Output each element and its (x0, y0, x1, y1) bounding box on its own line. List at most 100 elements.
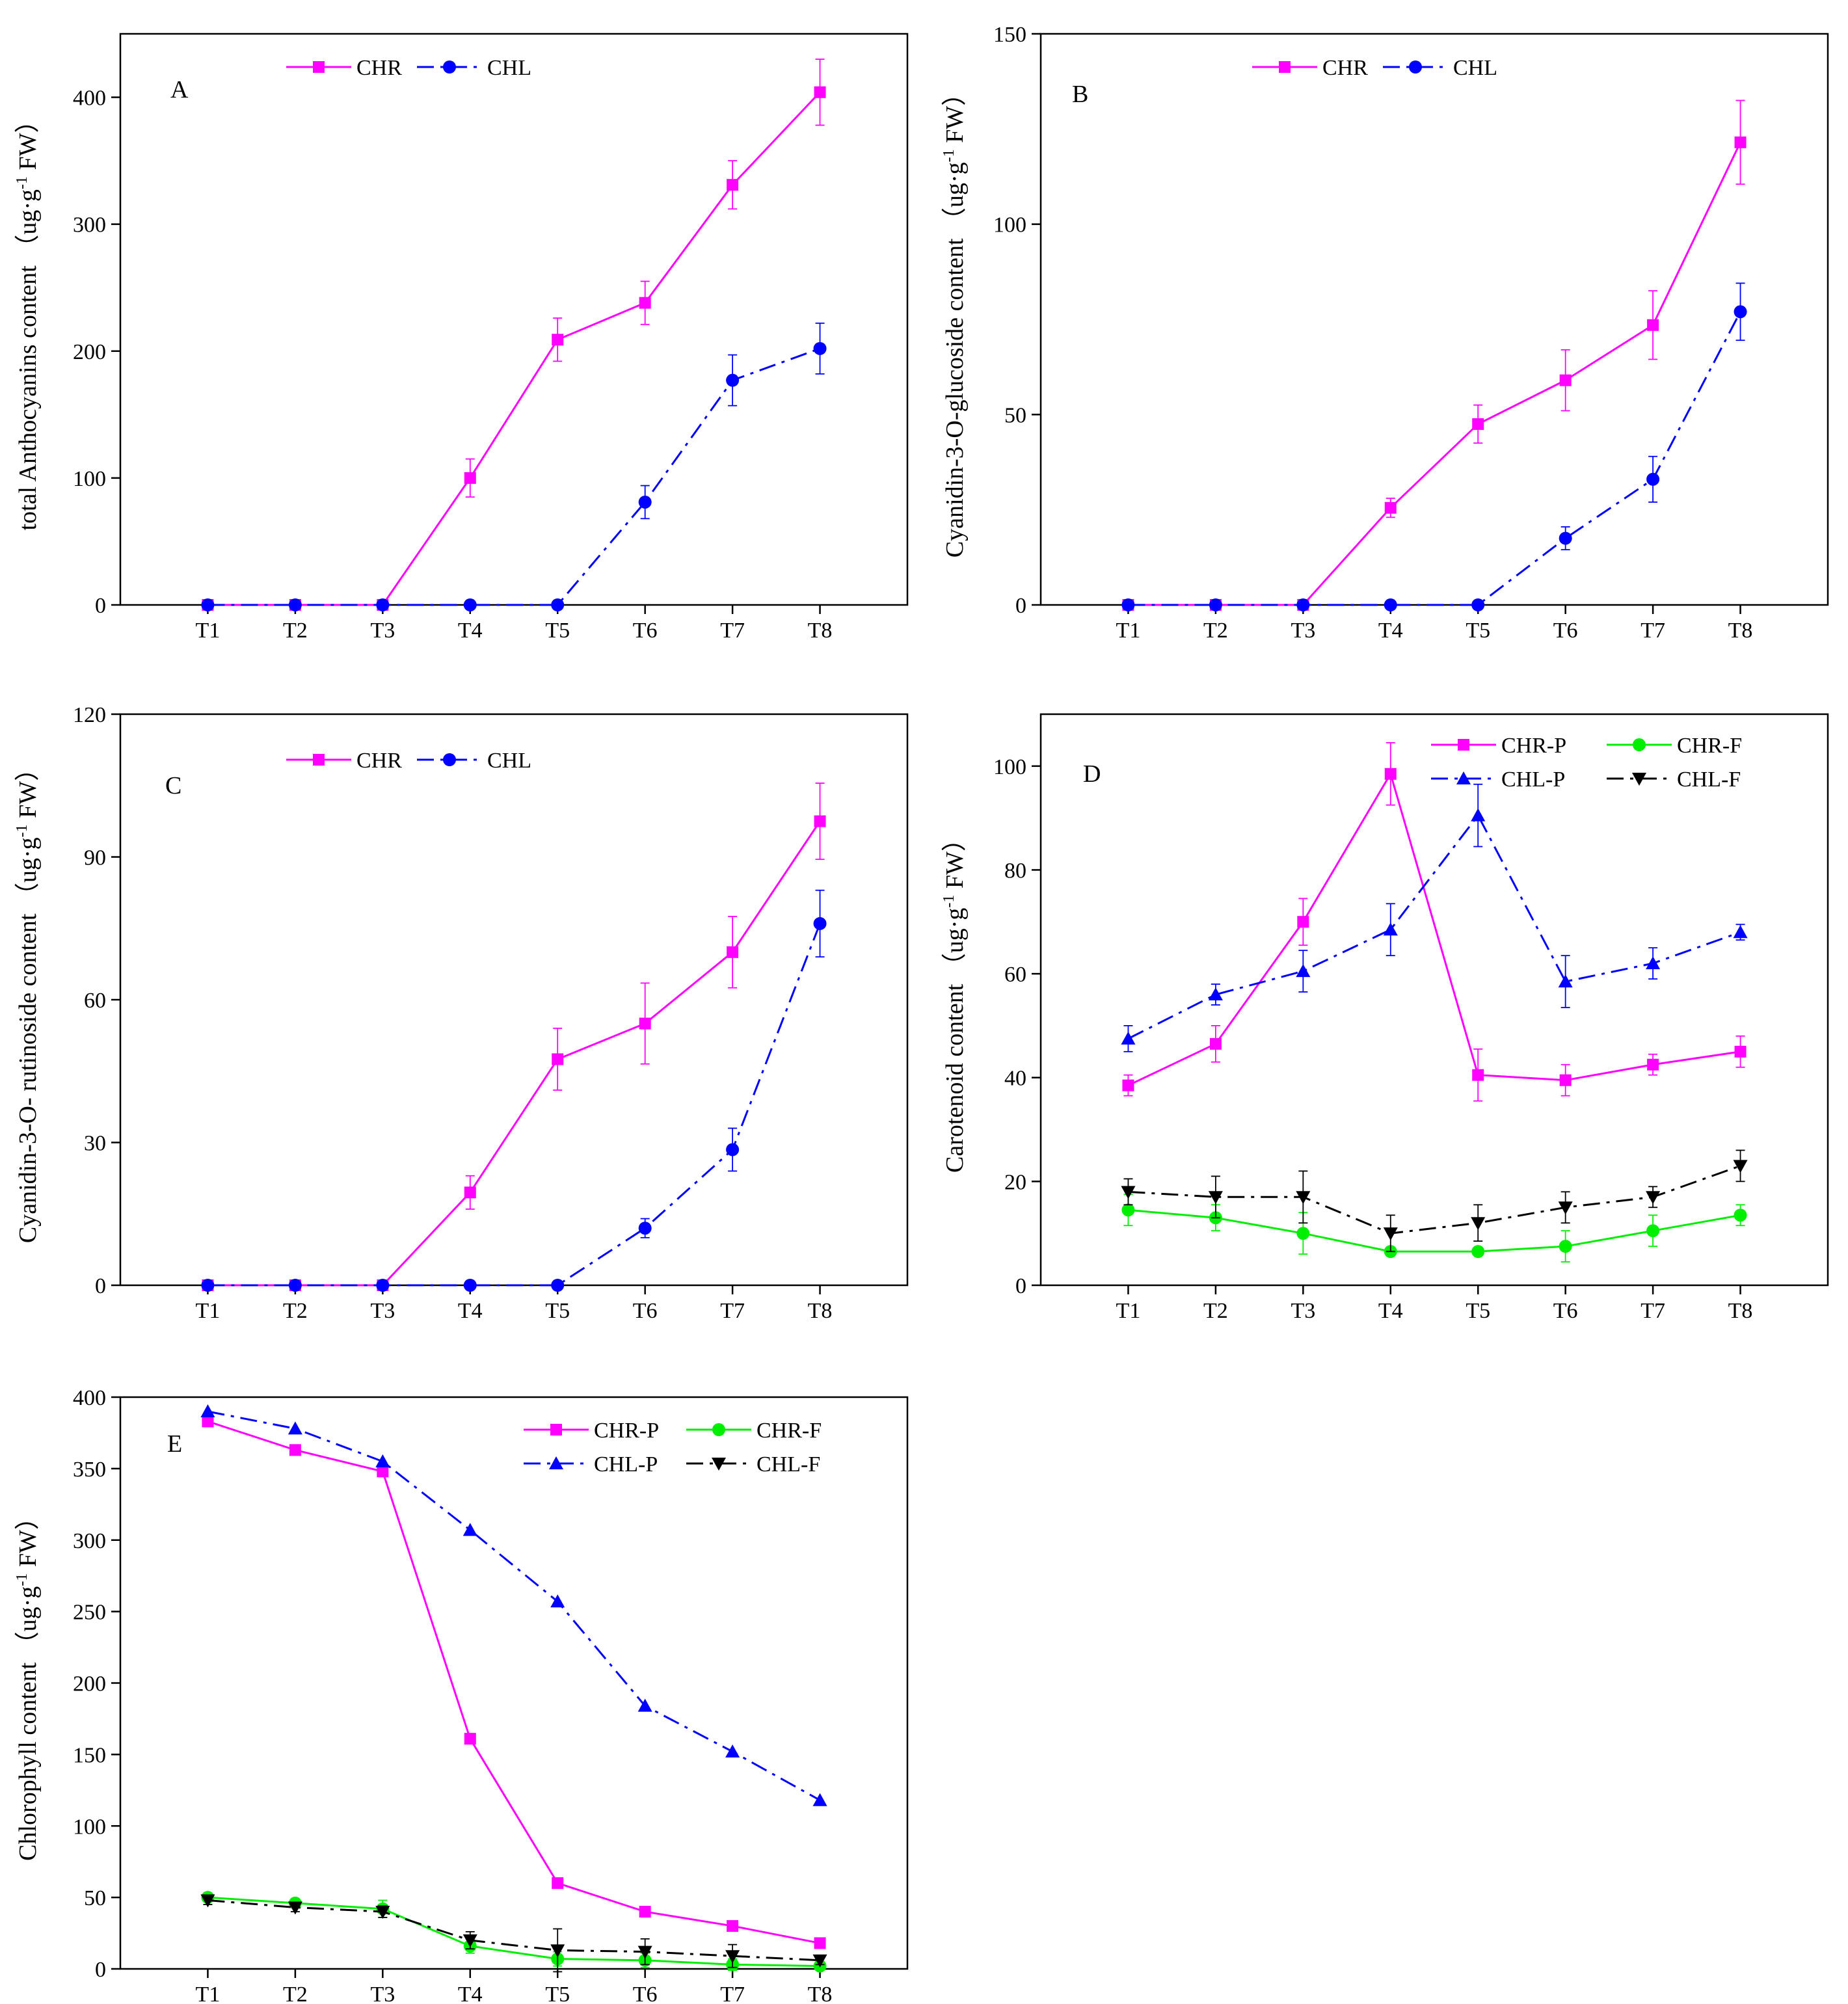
x-tick-label: T8 (808, 1983, 833, 2004)
legend-label: CHL (487, 56, 531, 80)
data-point (463, 1279, 477, 1292)
series-chr (202, 782, 826, 1291)
x-tick-label: T8 (808, 619, 833, 643)
x-tick-label: T4 (458, 619, 483, 643)
data-point (1296, 598, 1310, 611)
data-point (639, 1017, 651, 1030)
data-point (1646, 1191, 1661, 1205)
x-tick-label: T2 (283, 1299, 308, 1323)
data-point (1208, 987, 1223, 1001)
panel-c: 0 30 60 90 120 T1 T2 T3 T4 T5 T6 T7 T8 Cyanidin-3-O- … (14, 703, 909, 1323)
legend-label: CHR-P (1501, 734, 1566, 758)
data-point (551, 598, 565, 611)
data-point (1121, 1186, 1136, 1199)
legend-marker (712, 1423, 725, 1436)
x-tick-label: T8 (1728, 1299, 1753, 1323)
y-tick-label: 200 (73, 1672, 106, 1696)
y-tick-label: 20 (1004, 1170, 1026, 1194)
x-tick-label: T1 (196, 619, 221, 643)
data-point (1209, 1037, 1222, 1050)
data-point (376, 1279, 390, 1292)
data-point (1559, 1074, 1572, 1086)
data-point (1208, 1191, 1223, 1205)
legend-marker (549, 1456, 563, 1469)
data-point (1559, 374, 1572, 386)
data-point (1559, 1240, 1572, 1253)
data-point (813, 916, 827, 930)
data-point (1121, 1203, 1135, 1217)
data-point (1471, 1245, 1485, 1259)
x-tick-label: T2 (283, 619, 308, 643)
x-tick-label: T2 (1203, 1299, 1228, 1323)
data-point (812, 1954, 827, 1968)
series-line (1128, 1165, 1741, 1235)
legend-marker (1279, 61, 1291, 73)
data-point (638, 495, 652, 509)
data-point (201, 598, 215, 611)
legend-marker (313, 754, 325, 766)
series-line (208, 91, 821, 606)
legend-label: CHR-F (757, 1419, 822, 1443)
legend-item-chl-f: CHL-F (686, 1452, 820, 1476)
series-line (1128, 311, 1741, 606)
y-tick-label: 300 (73, 1529, 106, 1553)
x-tick-label: T1 (1116, 619, 1141, 643)
legend-item-chr: CHR (286, 56, 402, 80)
x-tick-label: T1 (1116, 1299, 1141, 1323)
data-point (1558, 1201, 1573, 1215)
legend-marker (443, 60, 456, 73)
legend-item-chl: CHL (1383, 56, 1497, 80)
legend-item-chl-f: CHL-F (1607, 768, 1741, 792)
legend-marker (313, 61, 325, 73)
series-chl (201, 889, 827, 1292)
data-point (1734, 1209, 1747, 1222)
data-point (552, 1877, 564, 1890)
data-point (1471, 1217, 1486, 1231)
legend-label: CHL-P (594, 1452, 658, 1476)
series-chr-p (202, 1415, 826, 1949)
data-point (375, 1906, 390, 1919)
series-chr-p (1122, 742, 1747, 1102)
legend: CHR-P CHR-F CHL-P CHL-F (1431, 734, 1742, 792)
x-tick-label: T7 (720, 619, 745, 643)
x-tick-label: T8 (1728, 619, 1753, 643)
y-tick-label: 350 (73, 1458, 106, 1482)
legend-item-chl-p: CHL-P (524, 1452, 658, 1476)
x-tick-label: T5 (545, 1299, 570, 1323)
data-point (1297, 916, 1309, 928)
series-line (208, 1899, 820, 1962)
series-line (208, 820, 821, 1287)
data-point (813, 341, 827, 355)
y-tick-label: 150 (73, 1743, 106, 1767)
y-tick-label: 50 (1004, 403, 1026, 427)
data-point (1734, 136, 1747, 148)
x-tick-label: T6 (633, 619, 658, 643)
data-point (814, 86, 826, 98)
data-point (1471, 808, 1486, 822)
data-point (1472, 1069, 1484, 1081)
legend-label: CHR (1322, 56, 1368, 80)
series-line (208, 1410, 821, 1802)
y-tick-label: 40 (1004, 1067, 1026, 1091)
data-point (464, 1733, 476, 1745)
series-line (208, 923, 821, 1287)
legend-label: CHL-F (757, 1452, 820, 1476)
data-point (1296, 964, 1311, 978)
panel-label: B (1072, 81, 1088, 108)
legend-marker (443, 753, 456, 766)
x-tick-label: T3 (370, 1299, 395, 1323)
data-point (551, 1279, 565, 1292)
data-point (1646, 956, 1661, 970)
legend-marker (712, 1458, 726, 1471)
data-point (1559, 531, 1572, 545)
data-point (1733, 1160, 1748, 1173)
series-line (1128, 142, 1741, 606)
y-tick-label: 0 (1015, 1274, 1026, 1298)
x-tick-label: T7 (1640, 619, 1665, 643)
panel-label: A (170, 76, 189, 103)
legend-marker (1458, 739, 1469, 751)
data-point (288, 1279, 302, 1292)
x-tick-label: T7 (1640, 1299, 1665, 1323)
data-point (726, 373, 740, 387)
y-tick-label: 80 (1004, 859, 1026, 883)
